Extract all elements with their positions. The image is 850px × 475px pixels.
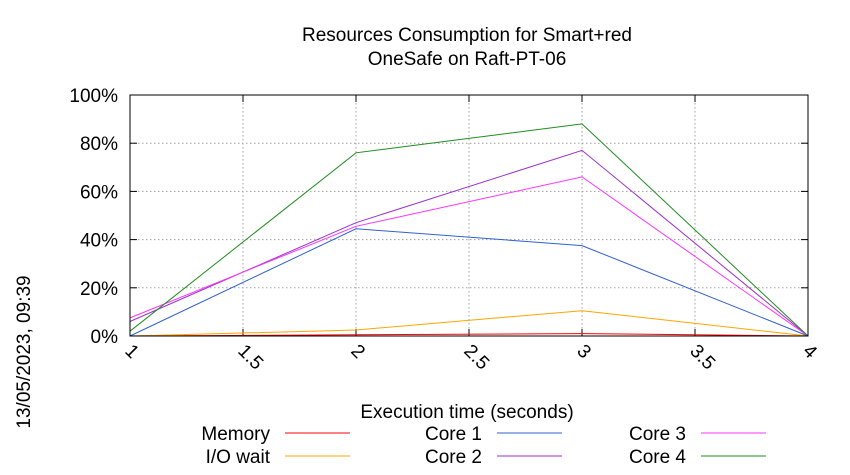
- x-tick-label: 1: [120, 341, 142, 363]
- chart-title-line-1: Resources Consumption for Smart+red: [302, 25, 632, 46]
- legend-label-core-3: Core 3: [629, 424, 686, 445]
- y-tick-label: 40%: [80, 231, 118, 252]
- legend-label-memory: Memory: [201, 424, 270, 445]
- x-axis-ticks: 1 1.5 2 2.5 3 3.5 4: [120, 95, 821, 374]
- x-tick-label: 2: [346, 341, 368, 363]
- x-tick-label: 2.5: [459, 341, 493, 375]
- y-tick-label: 20%: [80, 279, 118, 300]
- series-line-i-o-wait: [129, 310, 809, 337]
- series-line-memory: [129, 333, 809, 337]
- y-tick-label: 80%: [80, 134, 118, 155]
- x-tick-label: 1.5: [233, 341, 267, 375]
- x-tick-label: 3: [572, 341, 594, 363]
- grid: [130, 95, 808, 336]
- legend-label-i-o-wait: I/O wait: [206, 447, 271, 468]
- x-axis-label: Execution time (seconds): [360, 402, 573, 423]
- series-line-core-4: [129, 123, 809, 337]
- y-tick-label: 60%: [80, 182, 118, 203]
- x-tick-label: 3.5: [685, 341, 719, 375]
- y-axis-ticks: 0% 20% 40% 60% 80% 100%: [69, 86, 808, 348]
- series-line-core-1: [129, 228, 809, 337]
- plot-frame: [129, 94, 809, 337]
- x-tick-label: 4: [798, 341, 821, 364]
- series-line-core-3: [129, 176, 809, 337]
- legend-label-core-2: Core 2: [425, 447, 482, 468]
- legend-label-core-4: Core 4: [629, 447, 686, 468]
- timestamp-stamp: 13/05/2023, 09:39: [14, 275, 35, 428]
- legend-label-core-1: Core 1: [425, 424, 482, 445]
- series-lines: [129, 123, 809, 337]
- chart-title-line-2: OneSafe on Raft-PT-06: [368, 49, 567, 70]
- y-tick-label: 100%: [69, 86, 118, 107]
- y-tick-label: 0%: [91, 327, 119, 348]
